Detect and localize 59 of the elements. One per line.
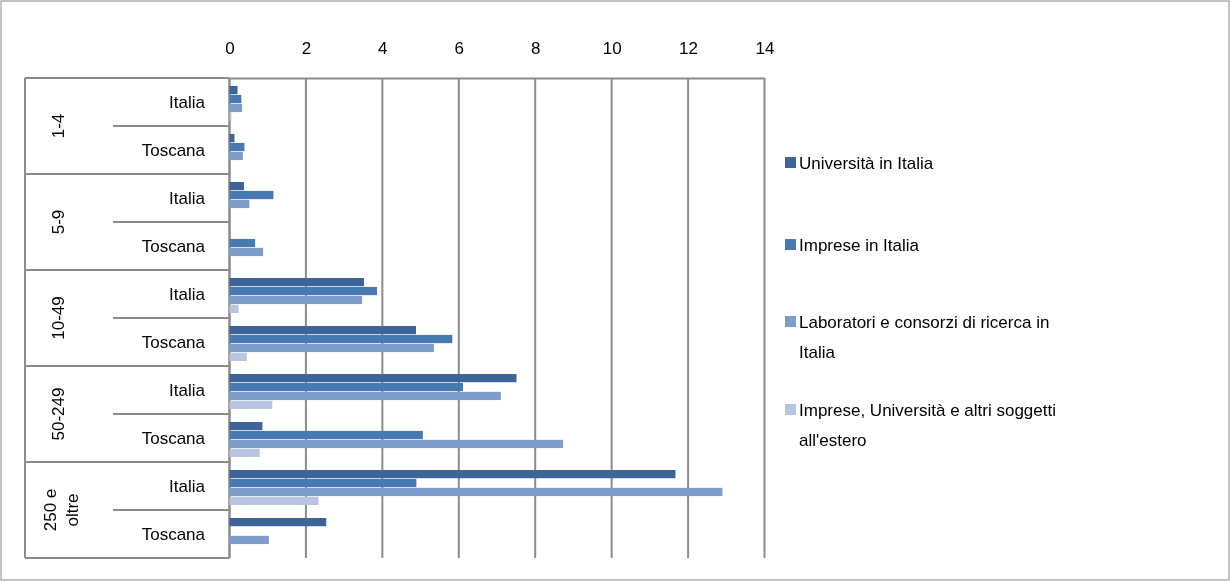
y-tick-label: Toscana: [141, 332, 206, 352]
legend-label: Laboratori e consorzi di ricerca in Italia: [799, 312, 1050, 362]
bar: [229, 94, 242, 104]
bar: [229, 439, 564, 449]
y-tick-label: Italia: [169, 380, 206, 400]
bar: [229, 142, 245, 152]
y-tick-label: Italia: [169, 92, 206, 112]
bar: [229, 199, 250, 209]
bar: [229, 334, 453, 344]
text: 1-4: [48, 113, 68, 139]
bar: [229, 304, 239, 313]
text: 10-49: [48, 296, 68, 340]
y-tick-label: Italia: [169, 188, 206, 208]
x-tick-label: 2: [301, 39, 312, 58]
bar: [229, 247, 264, 257]
text: 5-9: [48, 209, 68, 235]
bar: [229, 295, 363, 305]
y-tick-label: Toscana: [141, 524, 206, 544]
bar: [229, 326, 416, 335]
bar: [229, 238, 256, 248]
x-tick-label: 4: [378, 39, 388, 58]
bar: [229, 103, 243, 113]
x-tick-label: 12: [679, 39, 699, 58]
bar: [229, 382, 463, 392]
bar: [229, 478, 417, 488]
bar: [229, 496, 319, 505]
bar: [229, 448, 260, 457]
x-tick-label: 0: [225, 39, 235, 58]
bar: [229, 422, 263, 431]
bar: [229, 487, 723, 497]
bar: [229, 391, 501, 401]
bar: [229, 151, 243, 161]
bar: [229, 430, 423, 440]
bar: [229, 374, 517, 383]
x-tick-label: 14: [755, 39, 775, 58]
legend-label: Imprese, Università e altri soggetti all'estero: [799, 400, 1056, 450]
bar: [229, 352, 247, 361]
y-tick-label: Italia: [169, 284, 206, 304]
bar: [229, 400, 273, 409]
y-tick-label: Toscana: [141, 140, 206, 160]
text: 50-249: [48, 387, 68, 441]
legend-label: Imprese in Italia: [799, 235, 920, 255]
y-tick-label: Toscana: [141, 236, 206, 256]
bar: [229, 343, 434, 353]
bar: [229, 86, 238, 95]
y-tick-label: Toscana: [141, 428, 206, 448]
bar: [229, 286, 378, 296]
y-tick-label: Italia: [169, 476, 206, 496]
x-tick-label: 8: [530, 39, 541, 58]
text: 250 e oltre: [40, 488, 83, 532]
bar: [229, 470, 676, 479]
bar: [229, 182, 245, 191]
x-tick-label: 6: [454, 39, 465, 58]
bar: [229, 535, 269, 545]
bar: [229, 190, 274, 200]
bar: [229, 278, 365, 287]
x-tick-label: 10: [602, 39, 622, 58]
bar: [229, 518, 327, 527]
legend-label: Università in Italia: [799, 153, 934, 173]
